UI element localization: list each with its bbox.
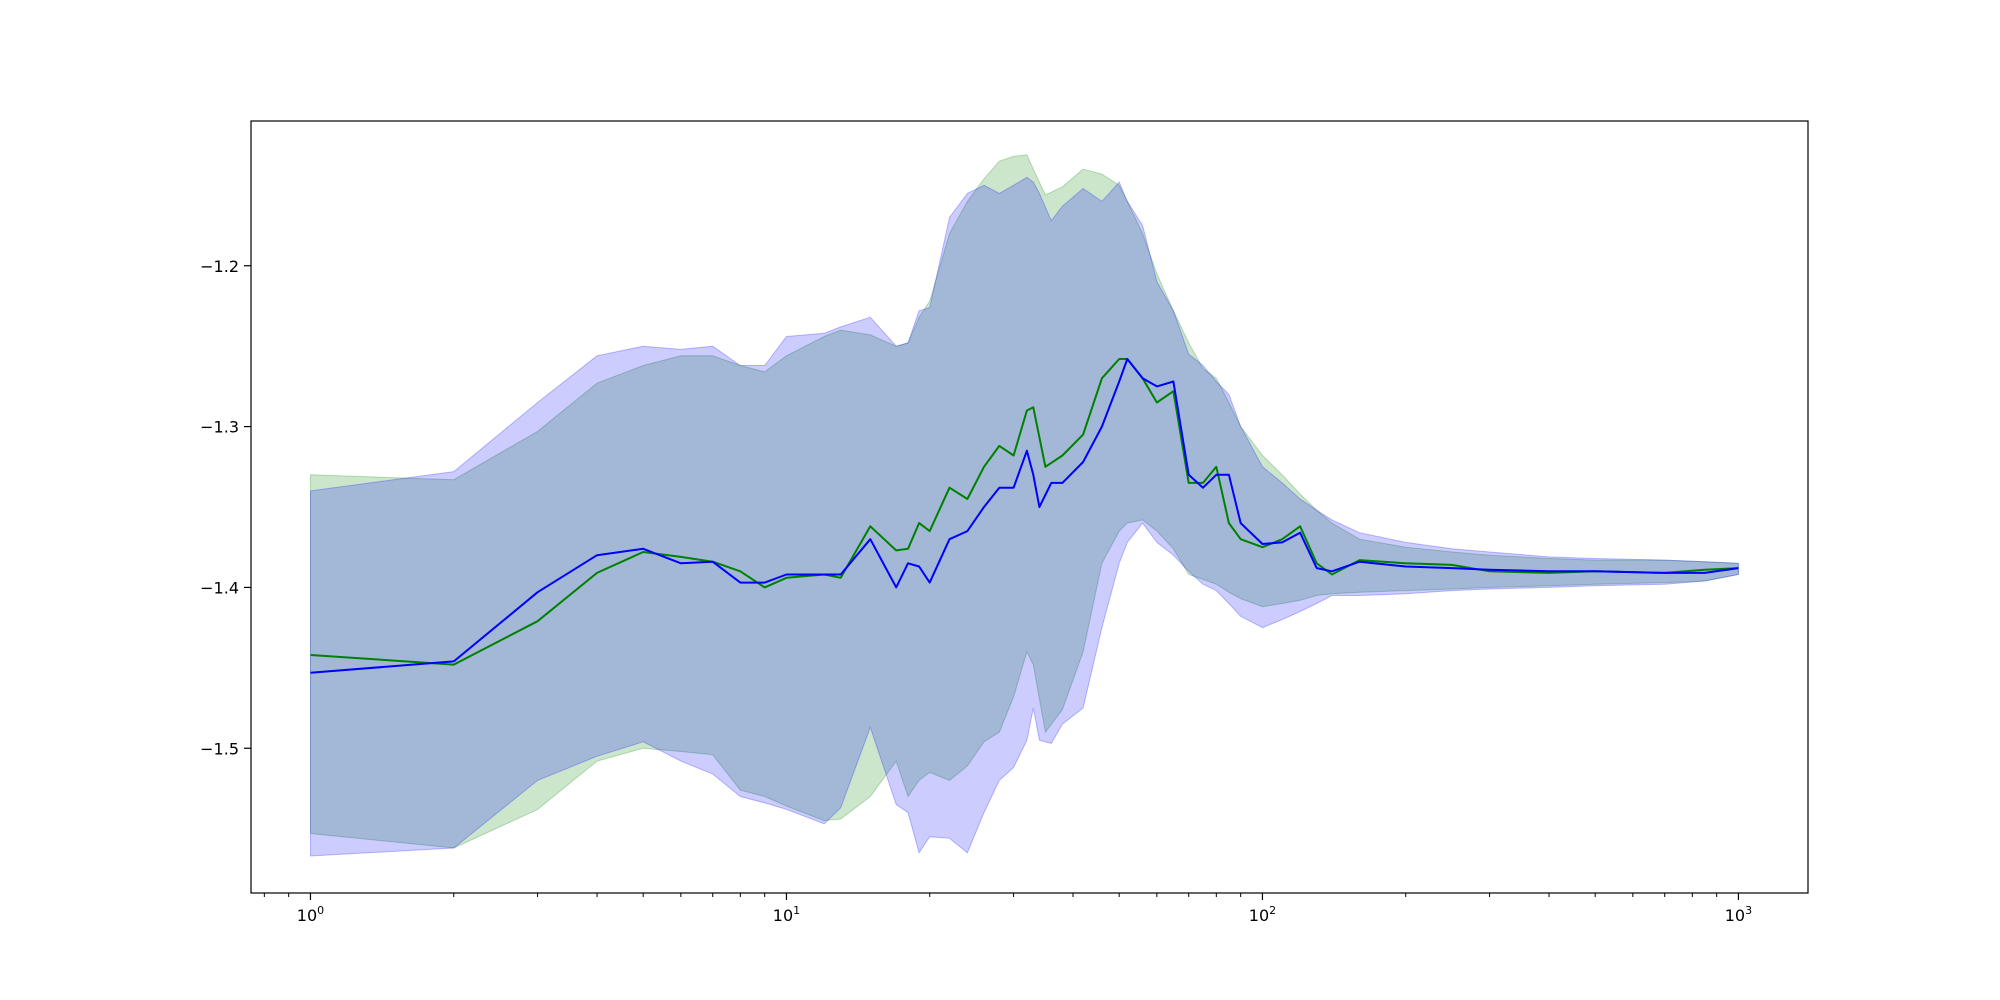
series-lines	[310, 358, 1739, 674]
y-tick-label: −1.4	[200, 578, 239, 597]
x-tick-label: 102	[1249, 904, 1276, 925]
confidence-band-1	[310, 154, 1739, 849]
series-line-2	[310, 358, 1739, 674]
y-tick-label: −1.5	[200, 739, 239, 758]
plot-frame	[250, 120, 1809, 894]
y-tick-label: −1.3	[200, 418, 239, 437]
y-tick-label: −1.2	[200, 257, 239, 276]
axis-ticks	[244, 265, 1740, 900]
axis-tick-labels: 100 101 102 103 −1.2 −1.3 −1.4 −1.5	[200, 257, 1752, 925]
x-tick-label: 100	[297, 904, 324, 925]
confidence-band-2	[310, 176, 1739, 857]
x-tick-label: 103	[1725, 904, 1752, 925]
confidence-bands	[310, 154, 1739, 857]
x-tick-label: 101	[773, 904, 800, 925]
